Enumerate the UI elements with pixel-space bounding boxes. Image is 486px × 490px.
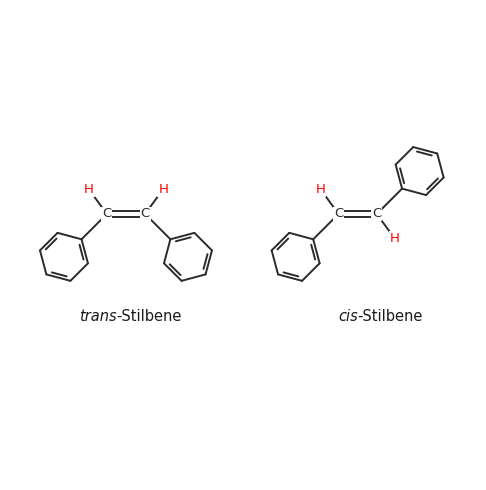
Text: cis: cis — [338, 309, 358, 324]
Text: H: H — [315, 183, 325, 196]
Text: -Stilbene: -Stilbene — [358, 309, 423, 324]
Text: H: H — [84, 183, 94, 196]
Text: -Stilbene: -Stilbene — [117, 309, 182, 324]
Text: H: H — [390, 232, 400, 245]
Text: C: C — [102, 207, 111, 220]
Text: C: C — [140, 207, 150, 220]
Text: trans: trans — [79, 309, 117, 324]
Text: C: C — [372, 207, 382, 220]
Text: C: C — [334, 207, 343, 220]
Text: H: H — [158, 183, 168, 196]
